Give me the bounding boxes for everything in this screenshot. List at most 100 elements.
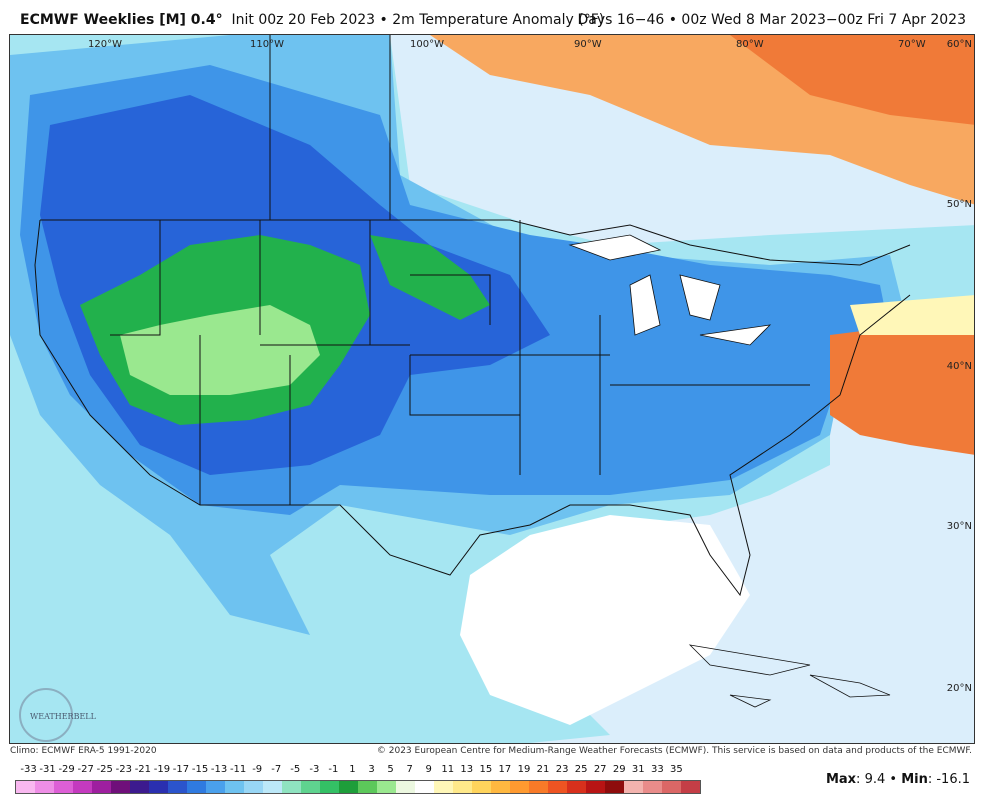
title-description: Init 00z 20 Feb 2023 • 2m Temperature An… xyxy=(231,12,605,28)
legend-tick: -17 xyxy=(172,764,190,775)
title-model: ECMWF Weeklies [M] 0.4° xyxy=(20,12,223,28)
legend-swatch xyxy=(73,781,92,793)
max-value: 9.4 xyxy=(864,772,886,787)
legend-tick: -25 xyxy=(96,764,113,775)
climo-note: Climo: ECMWF ERA-5 1991-2020 xyxy=(10,746,157,756)
anomaly-region-green-dakota xyxy=(370,235,490,320)
legend-swatch xyxy=(453,781,472,793)
legend-tick: -29 xyxy=(58,764,75,775)
legend-swatch xyxy=(491,781,510,793)
lon-label-100w: 100°W xyxy=(410,39,444,50)
legend-swatch xyxy=(662,781,681,793)
lat-label-40n: 40°N xyxy=(947,361,972,372)
legend-swatch xyxy=(586,781,605,793)
anomaly-region-dark-orange xyxy=(730,35,974,125)
legend-swatch xyxy=(472,781,491,793)
max-min-stats: Max: 9.4 • Min: -16.1 xyxy=(825,772,970,787)
legend-swatch xyxy=(225,781,244,793)
legend-swatch xyxy=(396,781,415,793)
legend-swatch xyxy=(415,781,434,793)
legend-tick: -19 xyxy=(153,764,171,775)
valid-period: Days 16−46 • 00z Wed 8 Mar 2023−00z Fri … xyxy=(577,12,966,28)
legend-tick: 15 xyxy=(479,764,493,775)
legend-swatch xyxy=(244,781,263,793)
legend-tick: 35 xyxy=(670,764,683,775)
legend-swatch xyxy=(643,781,662,793)
legend-tick: -7 xyxy=(271,764,282,775)
legend-tick: 13 xyxy=(460,764,474,775)
legend-tick: -15 xyxy=(191,764,209,775)
anomaly-region-east-coast-warm xyxy=(830,315,974,455)
legend-tick: 23 xyxy=(555,764,569,775)
caribbean-islands xyxy=(688,644,891,708)
watermark-text: WEATHERBELL xyxy=(30,712,97,721)
legend-tick: -1 xyxy=(328,764,339,775)
legend-tick: -9 xyxy=(252,764,263,775)
legend-swatch xyxy=(187,781,206,793)
legend-tick: 27 xyxy=(593,764,607,775)
legend-swatch xyxy=(567,781,586,793)
gulf-of-mexico xyxy=(460,515,750,725)
legend-swatch xyxy=(149,781,168,793)
lon-label-120w: 120°W xyxy=(88,39,122,50)
legend-tick: 17 xyxy=(498,764,512,775)
legend-swatch xyxy=(358,781,377,793)
lon-label-70w: 70°W xyxy=(898,39,926,50)
map-title: ECMWF Weeklies [M] 0.4° Init 00z 20 Feb … xyxy=(20,12,604,28)
legend-swatch xyxy=(548,781,567,793)
legend-tick: -33 xyxy=(20,764,37,775)
great-lakes xyxy=(568,234,772,346)
legend-tick: -23 xyxy=(115,764,132,775)
legend-tick: 11 xyxy=(441,764,455,775)
legend-tick-labels: -33 -31 -29 -27 -25 -23 -21 -19 -17 -15 -13 -11 -9 -7… xyxy=(15,764,705,778)
legend-swatch xyxy=(301,781,320,793)
min-label: Min xyxy=(901,772,928,787)
longitude-labels: 120°W 110°W 100°W 90°W 80°W 70°W xyxy=(88,39,926,50)
temperature-anomaly-map: 120°W 110°W 100°W 90°W 80°W 70°W 60°N 50… xyxy=(9,34,975,744)
legend-tick: -21 xyxy=(134,764,152,775)
legend-tick: 19 xyxy=(517,764,531,775)
legend-swatch xyxy=(282,781,301,793)
legend-tick: -13 xyxy=(210,764,228,775)
legend-swatch xyxy=(111,781,130,793)
legend-tick: -5 xyxy=(290,764,301,775)
legend-tick: 3 xyxy=(368,764,375,775)
lake-huron xyxy=(679,274,721,321)
legend-swatch xyxy=(681,781,700,793)
lat-label-60n: 60°N xyxy=(947,39,972,50)
legend-swatch xyxy=(35,781,54,793)
us-outline xyxy=(34,219,911,597)
legend-tick: 9 xyxy=(425,764,432,775)
anomaly-region-atlantic-pale xyxy=(850,295,974,335)
anomaly-region-light-green xyxy=(120,305,320,395)
legend-swatch xyxy=(92,781,111,793)
state-lines xyxy=(110,220,810,505)
header: ECMWF Weeklies [M] 0.4° Init 00z 20 Feb … xyxy=(0,0,984,34)
legend-swatch xyxy=(16,781,35,793)
legend-swatch xyxy=(377,781,396,793)
lat-label-50n: 50°N xyxy=(947,199,972,210)
lon-label-80w: 80°W xyxy=(736,39,764,50)
min-value: -16.1 xyxy=(936,772,970,787)
lake-superior xyxy=(568,234,662,261)
legend-swatch xyxy=(510,781,529,793)
weatherbell-logo: WEATHERBELL xyxy=(19,688,97,742)
legend-swatch xyxy=(168,781,187,793)
legend-swatch xyxy=(529,781,548,793)
lat-label-20n: 20°N xyxy=(947,683,972,694)
legend-tick: 29 xyxy=(612,764,626,775)
max-label: Max xyxy=(825,772,857,787)
legend-swatch xyxy=(624,781,643,793)
legend-tick: -3 xyxy=(309,764,320,775)
lake-michigan xyxy=(629,274,661,336)
lon-label-110w: 110°W xyxy=(250,39,284,50)
legend-swatch xyxy=(54,781,73,793)
legend-swatch xyxy=(320,781,339,793)
legend-swatch xyxy=(206,781,225,793)
legend-tick: 1 xyxy=(349,764,356,775)
legend-tick: 7 xyxy=(406,764,413,775)
legend-swatch xyxy=(263,781,282,793)
legend-tick: -31 xyxy=(39,764,56,775)
legend-tick: -11 xyxy=(229,764,247,775)
latitude-labels: 60°N 50°N 40°N 30°N 20°N xyxy=(947,39,972,694)
